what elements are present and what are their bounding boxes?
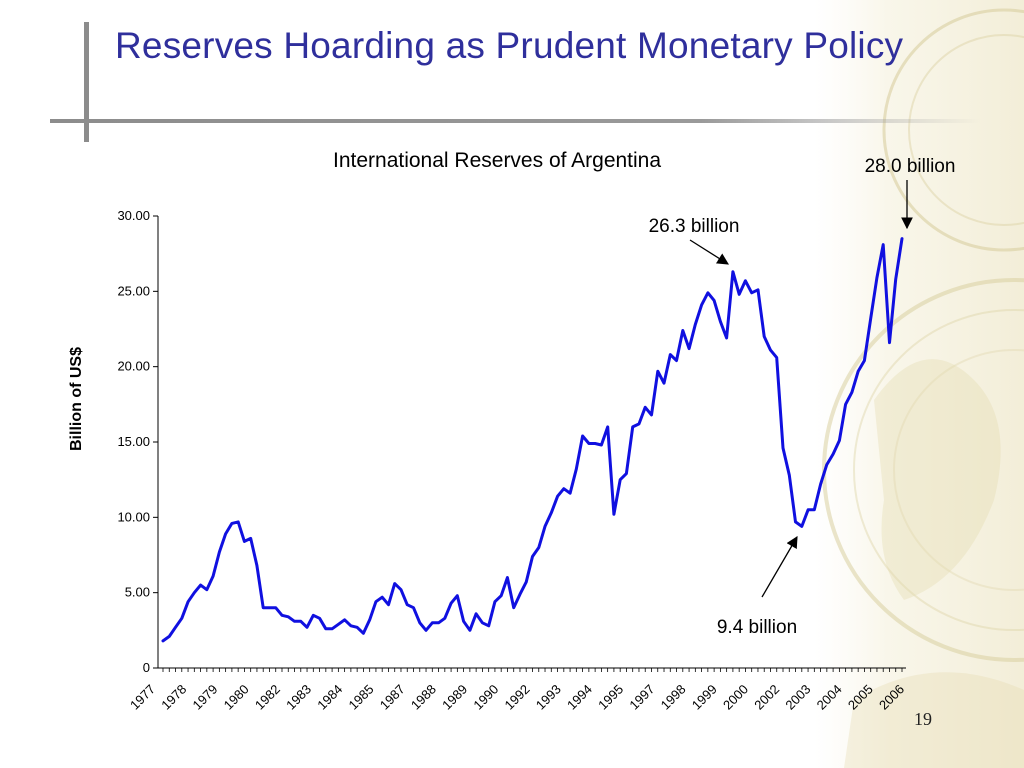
x-tick-label: 1990 [470,682,501,713]
x-tick-label: 1989 [439,682,470,713]
annotation-trough-2002: 9.4 billion [717,617,797,638]
x-tick-label: 1985 [346,682,377,713]
x-tick-label: 1984 [314,682,345,713]
x-tick-label: 1999 [689,682,720,713]
annotation-peak-1999: 26.3 billion [649,216,740,237]
x-tick-label: 2000 [720,682,751,713]
x-tick-label: 2002 [751,682,782,713]
annotation-arrow-peak-1999 [689,239,729,265]
y-axis-label: Billion of US$ [68,347,85,451]
x-tick-label: 1978 [158,682,189,713]
x-tick-label: 1988 [408,682,439,713]
x-tick-label: 1979 [189,682,220,713]
x-tick-label: 2006 [876,682,907,713]
x-tick-label: 1983 [283,682,314,713]
y-tick-label: 20.00 [117,359,150,374]
x-tick-label: 1987 [377,682,408,713]
decorative-vertical-rule [84,22,89,142]
x-tick-label: 1994 [564,682,595,713]
x-tick-label: 1998 [658,682,689,713]
x-tick-label: 1997 [626,682,657,713]
annotation-end-2006: 28.0 billion [865,156,956,177]
y-tick-label: 10.00 [117,509,150,524]
x-tick-label: 1977 [127,682,158,713]
y-tick-label: 25.00 [117,283,150,298]
y-tick-label: 15.00 [117,434,150,449]
x-tick-label: 1992 [502,682,533,713]
x-tick-label: 1995 [595,682,626,713]
series-line-reserves [161,237,904,643]
decorative-horizontal-rule [50,119,980,123]
y-tick-label: 0 [143,660,150,675]
x-tick-label: 1982 [252,682,283,713]
x-tick-label: 2004 [814,682,845,713]
x-tick-label: 1980 [221,682,252,713]
y-tick-label: 30.00 [117,208,150,223]
slide-title: Reserves Hoarding as Prudent Monetary Po… [115,25,904,66]
annotation-arrow-trough-2002 [761,535,798,598]
y-tick-label: 5.00 [125,585,150,600]
chart-title: International Reserves of Argentina [333,149,662,172]
page-number: 19 [914,709,932,729]
x-tick-label: 2003 [782,682,813,713]
x-tick-label: 1993 [533,682,564,713]
x-tick-label: 2005 [845,682,876,713]
